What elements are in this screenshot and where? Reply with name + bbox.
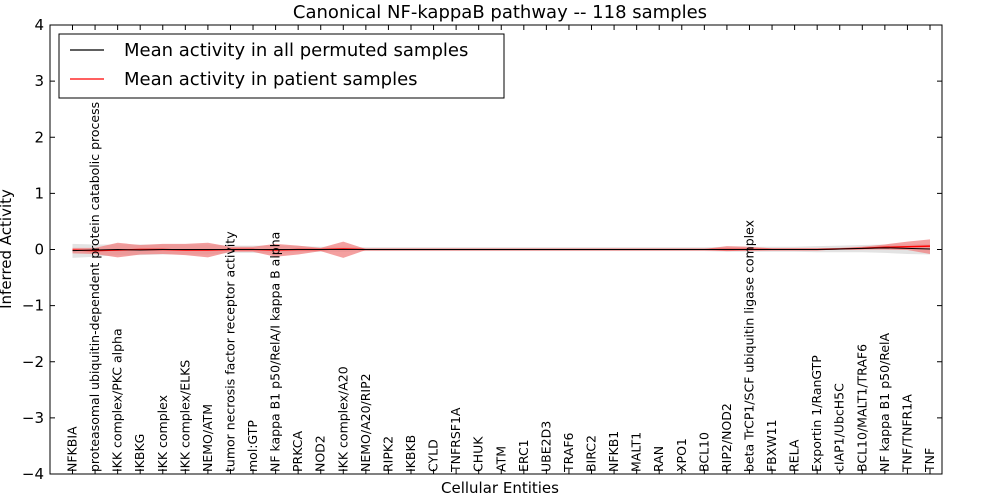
y-tick-label: 3 — [34, 72, 44, 90]
category-label: CHUK — [471, 436, 486, 472]
x-axis — [72, 25, 931, 474]
category-label: RELA — [787, 439, 802, 472]
category-label: NFKB1 — [606, 431, 621, 472]
category-label: TRAF6 — [561, 432, 576, 473]
category-label: IKBKG — [132, 434, 147, 472]
category-label: IKBKB — [403, 435, 418, 472]
category-label: NF kappa B1 p50/RelA/I kappa B alpha — [268, 232, 283, 472]
category-label: NFKBIA — [65, 426, 80, 472]
y-tick-label: −1 — [22, 297, 44, 315]
category-label: IKK complex/PKC alpha — [110, 328, 125, 472]
category-label: beta TrCP1/SCF ubiquitin ligase complex — [741, 220, 756, 472]
category-label: ERC1 — [516, 439, 531, 472]
category-label: RAN — [651, 446, 666, 472]
category-label: UBE2D3 — [538, 421, 553, 472]
category-label: NEMO/ATM — [200, 404, 215, 472]
legend-label-permuted: Mean activity in all permuted samples — [124, 40, 468, 61]
band-patient — [72, 239, 930, 258]
category-label: PRKCA — [290, 431, 305, 472]
category-label: XPO1 — [674, 438, 689, 472]
category-label: ATM — [493, 446, 508, 472]
legend-label-patient: Mean activity in patient samples — [124, 69, 418, 90]
category-label: cIAP1/UbcH5C — [832, 383, 847, 472]
legend: Mean activity in all permuted samples Me… — [58, 33, 505, 99]
y-axis: 4 3 2 1 0 −1 −2 −3 −4 — [22, 16, 942, 483]
category-label: TNF — [922, 448, 937, 473]
category-label: BCL10/MALT1/TRAF6 — [854, 344, 869, 472]
line-permuted — [72, 247, 931, 252]
category-label: IKK complex — [155, 395, 170, 472]
chart-title: Canonical NF-kappaB pathway -- 118 sampl… — [293, 2, 707, 23]
series-lines — [72, 245, 931, 252]
category-labels: NFKBIA proteasomal ubiquitin-dependent pr… — [65, 102, 938, 473]
category-label: mol:GTP — [245, 420, 260, 472]
category-label: BCL10 — [696, 432, 711, 472]
category-label: IKK complex/A20 — [335, 366, 350, 472]
category-label: RIP2/NOD2 — [719, 403, 734, 472]
category-label: NOD2 — [313, 435, 328, 472]
x-axis-label: Cellular Entities — [441, 479, 559, 497]
category-label: IKK complex/ELKS — [177, 360, 192, 472]
category-label: Exportin 1/RanGTP — [809, 355, 824, 472]
category-label: NEMO/A20/RIP2 — [358, 373, 373, 472]
category-label: FBXW11 — [764, 419, 779, 472]
category-label: TNF/TNFR1A — [899, 394, 914, 473]
y-tick-label: −3 — [22, 409, 44, 427]
category-label: proteasomal ubiquitin-dependent protein … — [87, 102, 102, 472]
y-axis-label: Inferred Activity — [0, 189, 15, 309]
y-tick-label: 0 — [34, 241, 44, 259]
y-tick-label: −4 — [22, 465, 44, 483]
confidence-bands — [72, 239, 930, 258]
category-label: TNFRSF1A — [448, 407, 463, 473]
category-label: RIPK2 — [380, 436, 395, 472]
y-tick-label: 2 — [34, 128, 44, 146]
legend-box — [58, 33, 505, 99]
y-tick-label: 4 — [34, 16, 44, 34]
y-tick-label: −2 — [22, 353, 44, 371]
category-label: tumor necrosis factor receptor activity — [222, 231, 237, 472]
y-tick-label: 1 — [34, 184, 44, 202]
category-label: MALT1 — [629, 432, 644, 472]
category-label: CYLD — [426, 439, 441, 472]
category-label: BIRC2 — [584, 435, 599, 472]
category-label: NF kappa B1 p50/RelA — [877, 332, 892, 472]
